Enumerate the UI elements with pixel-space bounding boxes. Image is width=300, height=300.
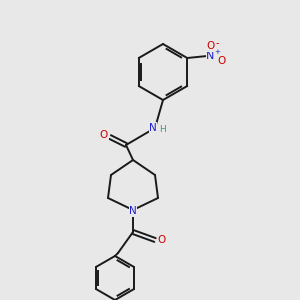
Text: N: N bbox=[149, 123, 157, 133]
Text: N: N bbox=[206, 51, 214, 61]
Text: -: - bbox=[215, 38, 219, 48]
Text: O: O bbox=[206, 41, 214, 51]
Text: N: N bbox=[129, 206, 137, 216]
Text: O: O bbox=[100, 130, 108, 140]
Text: +: + bbox=[214, 49, 220, 55]
Text: O: O bbox=[217, 56, 225, 66]
Text: O: O bbox=[158, 235, 166, 245]
Text: H: H bbox=[160, 125, 167, 134]
